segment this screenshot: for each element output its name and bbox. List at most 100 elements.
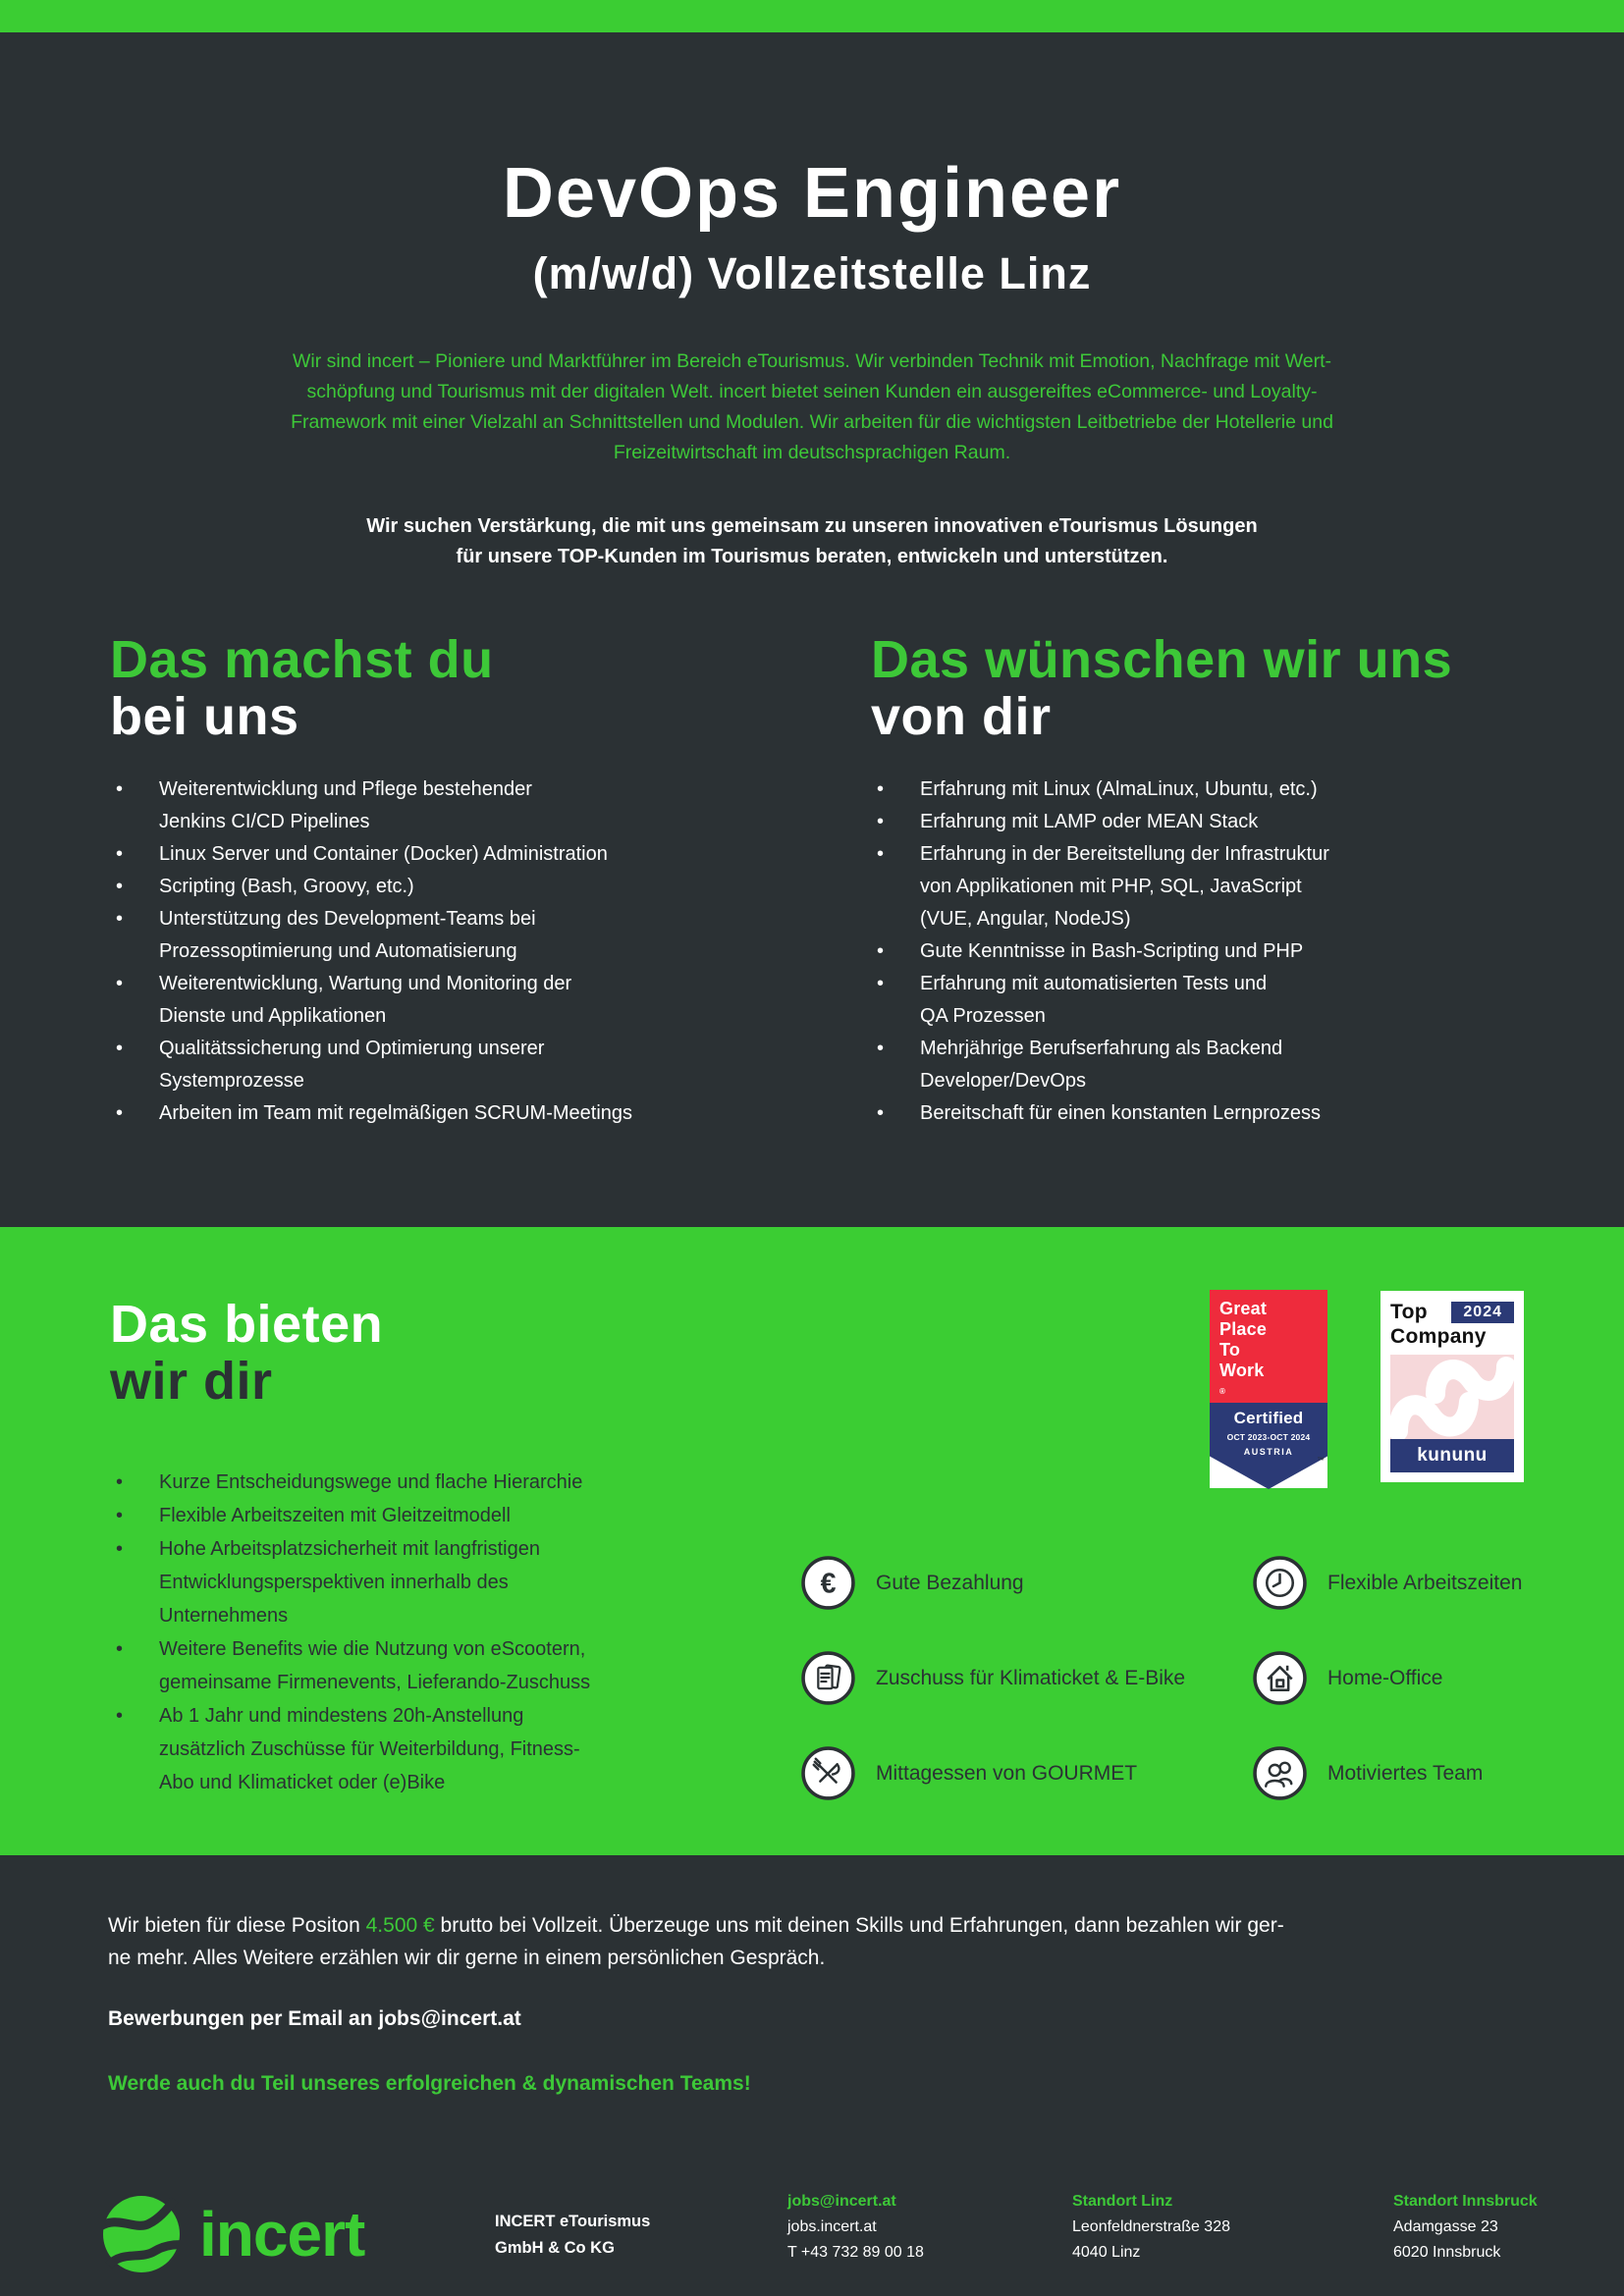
kununu-brand-bar: kununu	[1390, 1439, 1514, 1472]
offer-heading-line1: Das bieten	[110, 1295, 384, 1354]
list-item: Erfahrung mit LAMP oder MEAN Stack	[871, 806, 1514, 838]
gptw-navy-panel: Certified OCT 2023-OCT 2024 AUSTRIA	[1210, 1403, 1327, 1489]
benefit-label: Home-Office	[1327, 1666, 1443, 1689]
list-item: Weitere Benefits wie die Nutzung von eSc…	[110, 1632, 738, 1699]
badge-kununu-top-company: Top 2024 Company kununu	[1380, 1291, 1524, 1482]
gptw-dates: OCT 2023-OCT 2024	[1226, 1432, 1311, 1442]
footer-location-linz: Standort Linz Leonfeldnerstraße 328 4040…	[1072, 2189, 1230, 2266]
salary-amount: 4.500 €	[365, 1914, 435, 1937]
innsbruck-heading: Standort Innsbruck	[1393, 2193, 1538, 2210]
kununu-top-label: Top	[1390, 1301, 1428, 1323]
salary-paragraph: Wir bieten für diese Positon 4.500 € bru…	[108, 1909, 1522, 1974]
list-item: Scripting (Bash, Groovy, etc.)	[110, 871, 753, 903]
gptw-red-panel: Great Place To Work ®	[1210, 1290, 1327, 1403]
top-green-strip	[0, 0, 1624, 32]
tasks-heading-line2: bei uns	[110, 687, 299, 746]
benefit-label: Mittagessen von GOURMET	[876, 1761, 1138, 1785]
page-title: DevOps Engineer	[502, 154, 1122, 233]
list-item: Unterstützung des Development-Teams bei …	[110, 903, 753, 968]
incert-logo-mark	[103, 2196, 180, 2272]
section-benefits: Das bieten wir dir Great Place To Work ® …	[0, 1227, 1624, 1855]
euro-icon: €	[801, 1556, 855, 1610]
tasks-list: Weiterentwicklung und Pflege bestehender…	[110, 774, 753, 1130]
tasks-heading: Das machst du bei uns	[110, 631, 753, 745]
list-item: Gute Kenntnisse in Bash-Scripting und PH…	[871, 935, 1514, 968]
cta-line: Werde auch du Teil unseres erfolgreichen…	[108, 2072, 751, 2095]
section-job-description: DevOps Engineer (m/w/d) Vollzeitstelle L…	[0, 32, 1624, 1227]
salary-text-before: Wir bieten für diese Positon	[108, 1914, 366, 1937]
footer-location-innsbruck: Standort Innsbruck Adamgasse 23 6020 Inn…	[1393, 2189, 1538, 2266]
gptw-line4: Work ®	[1219, 1361, 1265, 1396]
offer-list: Kurze Entscheidungswege und flache Hiera…	[110, 1466, 738, 1799]
job-intro-paragraph: Wir suchen Verstärkung, die mit uns geme…	[366, 515, 1258, 567]
list-item: Mehrjährige Berufserfahrung als Backend …	[871, 1033, 1514, 1097]
column-tasks: Das machst du bei uns Weiterentwicklung …	[110, 631, 753, 1130]
team-icon	[1253, 1746, 1307, 1800]
list-item: Weiterentwicklung, Wartung und Monitorin…	[110, 968, 753, 1033]
tasks-heading-line1: Das machst du	[110, 630, 494, 689]
company-intro-paragraph: Wir sind incert – Pioniere und Marktführ…	[291, 350, 1333, 463]
apply-instruction: Bewerbungen per Email an jobs@incert.at	[108, 2007, 521, 2030]
list-item: Linux Server und Container (Docker) Admi…	[110, 838, 753, 871]
list-item: Qualitätssicherung und Optimierung unser…	[110, 1033, 753, 1097]
benefit-label: Gute Bezahlung	[876, 1571, 1024, 1594]
wishes-list: Erfahrung mit Linux (AlmaLinux, Ubuntu, …	[871, 774, 1514, 1130]
benefit-klimaticket: Zuschuss für Klimaticket & E-Bike	[800, 1650, 1252, 1706]
footer-website: jobs.incert.at	[787, 2218, 877, 2235]
list-item: Kurze Entscheidungswege und flache Hiera…	[110, 1466, 738, 1499]
kununu-company-label: Company	[1390, 1325, 1487, 1348]
linz-heading: Standort Linz	[1072, 2193, 1173, 2210]
column-wishes: Das wünschen wir uns von dir Erfahrung m…	[871, 631, 1514, 1130]
benefit-lunch: Mittagessen von GOURMET	[800, 1745, 1252, 1801]
gptw-registered-mark: ®	[1219, 1387, 1226, 1396]
list-item: Arbeiten im Team mit regelmäßigen SCRUM-…	[110, 1097, 753, 1130]
incert-logo-text: incert	[199, 2199, 365, 2269]
linz-city: 4040 Linz	[1072, 2244, 1141, 2261]
gptw-country: AUSTRIA	[1243, 1447, 1294, 1457]
list-item: Hohe Arbeitsplatzsicherheit mit langfris…	[110, 1532, 738, 1632]
footer-phone: T +43 732 89 00 18	[787, 2244, 924, 2261]
wishes-heading: Das wünschen wir uns von dir	[871, 631, 1514, 745]
footer-contact-column: jobs@incert.at jobs.incert.at T +43 732 …	[787, 2189, 924, 2266]
home-icon	[1253, 1651, 1307, 1705]
innsbruck-street: Adamgasse 23	[1393, 2218, 1498, 2235]
kununu-logo-art	[1390, 1355, 1514, 1439]
footer-email: jobs@incert.at	[787, 2193, 896, 2210]
wishes-heading-line1: Das wünschen wir uns	[871, 630, 1453, 689]
benefits-grid: € Gute Bezahlung Flexible Arbeitszeiten	[800, 1555, 1586, 1801]
list-item: Flexible Arbeitszeiten mit Gleitzeitmode…	[110, 1499, 738, 1532]
kununu-top-row: Top 2024	[1390, 1301, 1514, 1324]
linz-street: Leonfeldnerstraße 328	[1072, 2218, 1230, 2235]
innsbruck-city: 6020 Innsbruck	[1393, 2244, 1501, 2261]
benefit-home-office: Home-Office	[1252, 1650, 1586, 1706]
list-item: Bereitschaft für einen konstanten Lernpr…	[871, 1097, 1514, 1130]
list-item: Erfahrung mit automatisierten Tests und …	[871, 968, 1514, 1033]
benefit-team: Motiviertes Team	[1252, 1745, 1586, 1801]
ticket-icon	[801, 1651, 855, 1705]
benefit-flexible-hours: Flexible Arbeitszeiten	[1252, 1555, 1586, 1611]
salary-text-after: brutto bei Vollzeit. Überzeuge uns mit d…	[108, 1914, 1284, 1969]
clock-icon	[1253, 1556, 1307, 1610]
benefit-pay: € Gute Bezahlung	[800, 1555, 1252, 1611]
gptw-line3: To	[1219, 1340, 1241, 1360]
two-column-lists: Das machst du bei uns Weiterentwicklung …	[110, 631, 1514, 1130]
page-subtitle: (m/w/d) Vollzeitstelle Linz	[532, 248, 1092, 298]
gptw-line2: Place	[1219, 1319, 1268, 1339]
gptw-certified-label: Certified	[1233, 1409, 1304, 1427]
badge-great-place-to-work: Great Place To Work ® Certified OCT 2023-…	[1210, 1290, 1327, 1489]
list-item: Ab 1 Jahr und mindestens 20h-Anstellung …	[110, 1699, 738, 1799]
gptw-line1: Great	[1219, 1299, 1268, 1318]
footer-company-name: INCERT eTourismus GmbH & Co KG	[495, 2213, 651, 2257]
offer-heading-line2: wir dir	[110, 1352, 273, 1411]
cutlery-icon	[801, 1746, 855, 1800]
section-closing: Wir bieten für diese Positon 4.500 € bru…	[0, 1855, 1624, 2296]
benefit-label: Flexible Arbeitszeiten	[1327, 1571, 1523, 1594]
benefit-label: Zuschuss für Klimaticket & E-Bike	[876, 1666, 1186, 1689]
wishes-heading-line2: von dir	[871, 687, 1052, 746]
kununu-mark	[1390, 1357, 1514, 1439]
benefit-label: Motiviertes Team	[1327, 1761, 1484, 1785]
list-item: Erfahrung in der Bereitstellung der Infr…	[871, 838, 1514, 935]
svg-text:€: €	[821, 1569, 837, 1600]
list-item: Erfahrung mit Linux (AlmaLinux, Ubuntu, …	[871, 774, 1514, 806]
incert-logo: incert	[103, 2196, 365, 2272]
